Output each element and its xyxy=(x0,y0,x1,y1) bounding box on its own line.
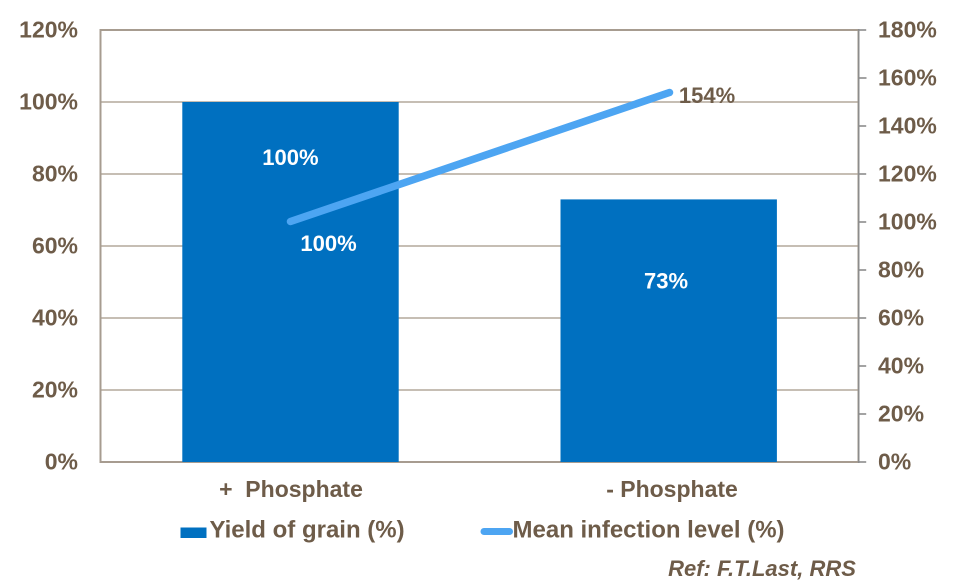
svg-text:Ref: F.T.Last, RRS: Ref: F.T.Last, RRS xyxy=(668,556,856,580)
svg-text:100%: 100% xyxy=(300,231,356,256)
svg-text:120%: 120% xyxy=(878,161,937,187)
svg-text:154%: 154% xyxy=(679,83,735,108)
svg-text:80%: 80% xyxy=(878,257,924,283)
svg-text:40%: 40% xyxy=(32,305,78,331)
svg-text:60%: 60% xyxy=(878,305,924,331)
svg-text:0%: 0% xyxy=(45,449,78,475)
svg-text:Mean infection level (%): Mean infection level (%) xyxy=(513,517,785,544)
svg-text:20%: 20% xyxy=(878,401,924,427)
svg-text:Yield of grain (%): Yield of grain (%) xyxy=(210,517,405,544)
svg-text:140%: 140% xyxy=(878,113,937,139)
svg-text:80%: 80% xyxy=(32,161,78,187)
svg-text:20%: 20% xyxy=(32,377,78,403)
svg-text:100%: 100% xyxy=(878,209,937,235)
svg-text:+ Phosphate: + Phosphate xyxy=(219,476,363,502)
svg-text:73%: 73% xyxy=(644,269,688,294)
svg-text:60%: 60% xyxy=(32,233,78,259)
svg-text:- Phosphate: - Phosphate xyxy=(606,476,738,502)
svg-text:40%: 40% xyxy=(878,353,924,379)
svg-text:0%: 0% xyxy=(878,449,911,475)
svg-text:120%: 120% xyxy=(19,17,78,43)
svg-text:160%: 160% xyxy=(878,65,937,91)
svg-text:100%: 100% xyxy=(262,145,318,170)
svg-text:100%: 100% xyxy=(19,89,78,115)
svg-text:180%: 180% xyxy=(878,17,937,43)
